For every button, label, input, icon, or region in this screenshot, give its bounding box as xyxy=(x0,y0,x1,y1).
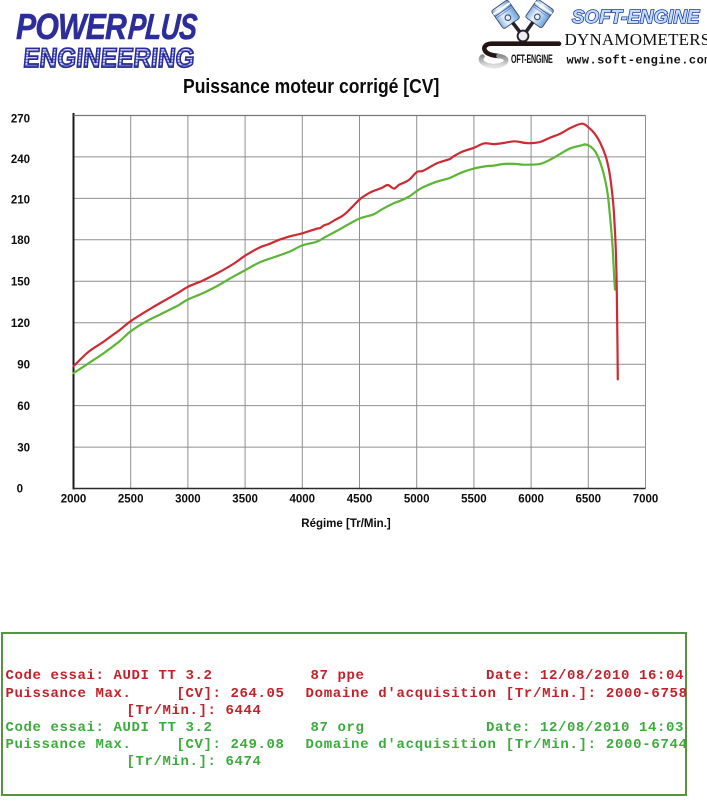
svg-text:6500: 6500 xyxy=(576,493,602,505)
svg-text:SOFT-ENGINE: SOFT-ENGINE xyxy=(572,6,700,27)
svg-text:210: 210 xyxy=(11,195,30,207)
svg-text:2000: 2000 xyxy=(61,493,87,505)
svg-text:120: 120 xyxy=(11,318,30,330)
svg-text:90: 90 xyxy=(17,359,30,371)
svg-text:4000: 4000 xyxy=(290,493,316,505)
svg-text:5500: 5500 xyxy=(461,493,487,505)
svg-text:DYNAMOMETERS: DYNAMOMETERS xyxy=(565,30,707,49)
svg-text:3000: 3000 xyxy=(175,493,201,505)
svg-text:240: 240 xyxy=(11,154,30,166)
svg-text:270: 270 xyxy=(11,114,30,126)
svg-text:180: 180 xyxy=(11,235,30,247)
svg-text:4500: 4500 xyxy=(347,493,373,505)
svg-text:2500: 2500 xyxy=(118,493,144,505)
svg-text:60: 60 xyxy=(17,401,30,413)
svg-text:150: 150 xyxy=(11,277,30,289)
svg-text:www.soft-engine.com: www.soft-engine.com xyxy=(567,53,707,67)
svg-text:0: 0 xyxy=(17,484,23,496)
svg-text:5000: 5000 xyxy=(404,493,430,505)
svg-text:7000: 7000 xyxy=(633,493,659,505)
svg-text:6000: 6000 xyxy=(518,493,544,505)
svg-text:30: 30 xyxy=(17,442,30,454)
svg-text:3500: 3500 xyxy=(232,493,258,505)
svg-text:Régime [Tr/Min.]: Régime [Tr/Min.] xyxy=(301,518,391,530)
svg-text:OFT-ENGINE: OFT-ENGINE xyxy=(511,53,553,66)
